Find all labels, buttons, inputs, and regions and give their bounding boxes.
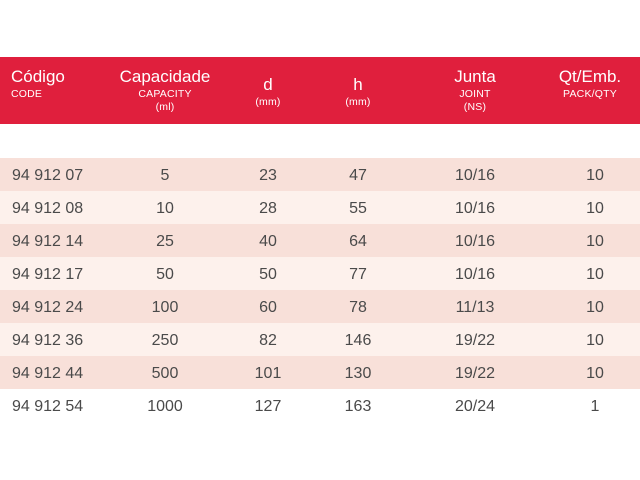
table-header: Código CODE Capacidade CAPACITY (ml) d (… bbox=[0, 57, 640, 124]
header-gap bbox=[0, 124, 640, 158]
table-row: 94 912 14 25 40 64 10/16 10 bbox=[0, 224, 640, 257]
header-joint-unit: (NS) bbox=[463, 101, 487, 113]
cell-pack: 10 bbox=[586, 365, 604, 382]
header-pack-label: Qt/Emb. bbox=[558, 67, 622, 86]
cell-pack: 10 bbox=[586, 266, 604, 283]
header-pack: Qt/Emb. PACK/QTY bbox=[540, 57, 640, 124]
cell-capacity: 250 bbox=[151, 332, 179, 349]
cell-pack: 1 bbox=[590, 398, 600, 415]
header-d: d (mm) bbox=[228, 57, 308, 124]
cell-joint: 11/13 bbox=[455, 299, 495, 316]
header-capacity-sublabel: CAPACITY bbox=[138, 88, 192, 100]
cell-d: 101 bbox=[254, 365, 282, 382]
table-row: 94 912 44 500 101 130 19/22 10 bbox=[0, 356, 640, 389]
cell-code: 94 912 36 bbox=[12, 332, 84, 349]
table-body: 94 912 07 5 23 47 10/16 10 94 912 08 10 … bbox=[0, 158, 640, 422]
cell-pack: 10 bbox=[586, 167, 604, 184]
table-row: 94 912 36 250 82 146 19/22 10 bbox=[0, 323, 640, 356]
header-joint-sublabel: JOINT bbox=[459, 88, 491, 100]
cell-h: 77 bbox=[349, 266, 367, 283]
header-capacity-label: Capacidade bbox=[119, 67, 211, 86]
cell-capacity: 10 bbox=[156, 200, 174, 217]
header-code: Código CODE bbox=[0, 57, 110, 124]
cell-code: 94 912 08 bbox=[12, 200, 84, 217]
cell-joint: 10/16 bbox=[454, 167, 496, 184]
cell-joint: 10/16 bbox=[454, 266, 496, 283]
table-row: 94 912 07 5 23 47 10/16 10 bbox=[0, 158, 640, 191]
cell-h: 130 bbox=[344, 365, 372, 382]
cell-capacity: 50 bbox=[156, 266, 174, 283]
header-code-label: Código bbox=[11, 67, 65, 86]
header-h: h (mm) bbox=[318, 57, 398, 124]
cell-h: 47 bbox=[349, 167, 367, 184]
cell-capacity: 25 bbox=[156, 233, 174, 250]
cell-code: 94 912 17 bbox=[12, 266, 84, 283]
header-d-unit: (mm) bbox=[255, 96, 281, 108]
header-h-unit: (mm) bbox=[345, 96, 371, 108]
cell-pack: 10 bbox=[586, 200, 604, 217]
table-row: 94 912 24 100 60 78 11/13 10 bbox=[0, 290, 640, 323]
cell-h: 163 bbox=[344, 398, 372, 415]
cell-d: 50 bbox=[259, 266, 277, 283]
table-row: 94 912 08 10 28 55 10/16 10 bbox=[0, 191, 640, 224]
cell-code: 94 912 24 bbox=[12, 299, 84, 316]
cell-h: 55 bbox=[349, 200, 367, 217]
cell-joint: 10/16 bbox=[454, 233, 496, 250]
cell-joint: 19/22 bbox=[454, 332, 496, 349]
cell-code: 94 912 54 bbox=[12, 398, 84, 415]
cell-h: 64 bbox=[349, 233, 367, 250]
top-margin bbox=[0, 0, 640, 57]
header-joint: Junta JOINT (NS) bbox=[420, 57, 530, 124]
cell-capacity: 100 bbox=[151, 299, 179, 316]
cell-capacity: 1000 bbox=[147, 398, 183, 415]
cell-code: 94 912 07 bbox=[12, 167, 84, 184]
cell-pack: 10 bbox=[586, 299, 604, 316]
header-pack-sublabel: PACK/QTY bbox=[563, 88, 617, 100]
header-joint-label: Junta bbox=[454, 67, 496, 86]
cell-joint: 10/16 bbox=[454, 200, 496, 217]
cell-d: 40 bbox=[259, 233, 277, 250]
cell-h: 146 bbox=[344, 332, 372, 349]
cell-d: 23 bbox=[259, 167, 277, 184]
cell-d: 28 bbox=[259, 200, 277, 217]
header-capacity: Capacidade CAPACITY (ml) bbox=[110, 57, 220, 124]
cell-pack: 10 bbox=[586, 233, 604, 250]
cell-d: 60 bbox=[259, 299, 277, 316]
cell-h: 78 bbox=[349, 299, 367, 316]
cell-code: 94 912 44 bbox=[12, 365, 84, 382]
cell-joint: 20/24 bbox=[454, 398, 496, 415]
header-capacity-unit: (ml) bbox=[155, 101, 175, 113]
cell-code: 94 912 14 bbox=[12, 233, 84, 250]
cell-joint: 19/22 bbox=[454, 365, 496, 382]
header-code-sublabel: CODE bbox=[11, 88, 43, 100]
header-h-label: h bbox=[353, 75, 363, 94]
header-d-label: d bbox=[263, 75, 273, 94]
table-row: 94 912 17 50 50 77 10/16 10 bbox=[0, 257, 640, 290]
cell-d: 82 bbox=[259, 332, 277, 349]
cell-capacity: 500 bbox=[151, 365, 179, 382]
cell-d: 127 bbox=[254, 398, 282, 415]
cell-capacity: 5 bbox=[160, 167, 170, 184]
table-row: 94 912 54 1000 127 163 20/24 1 bbox=[0, 389, 640, 422]
cell-pack: 10 bbox=[586, 332, 604, 349]
